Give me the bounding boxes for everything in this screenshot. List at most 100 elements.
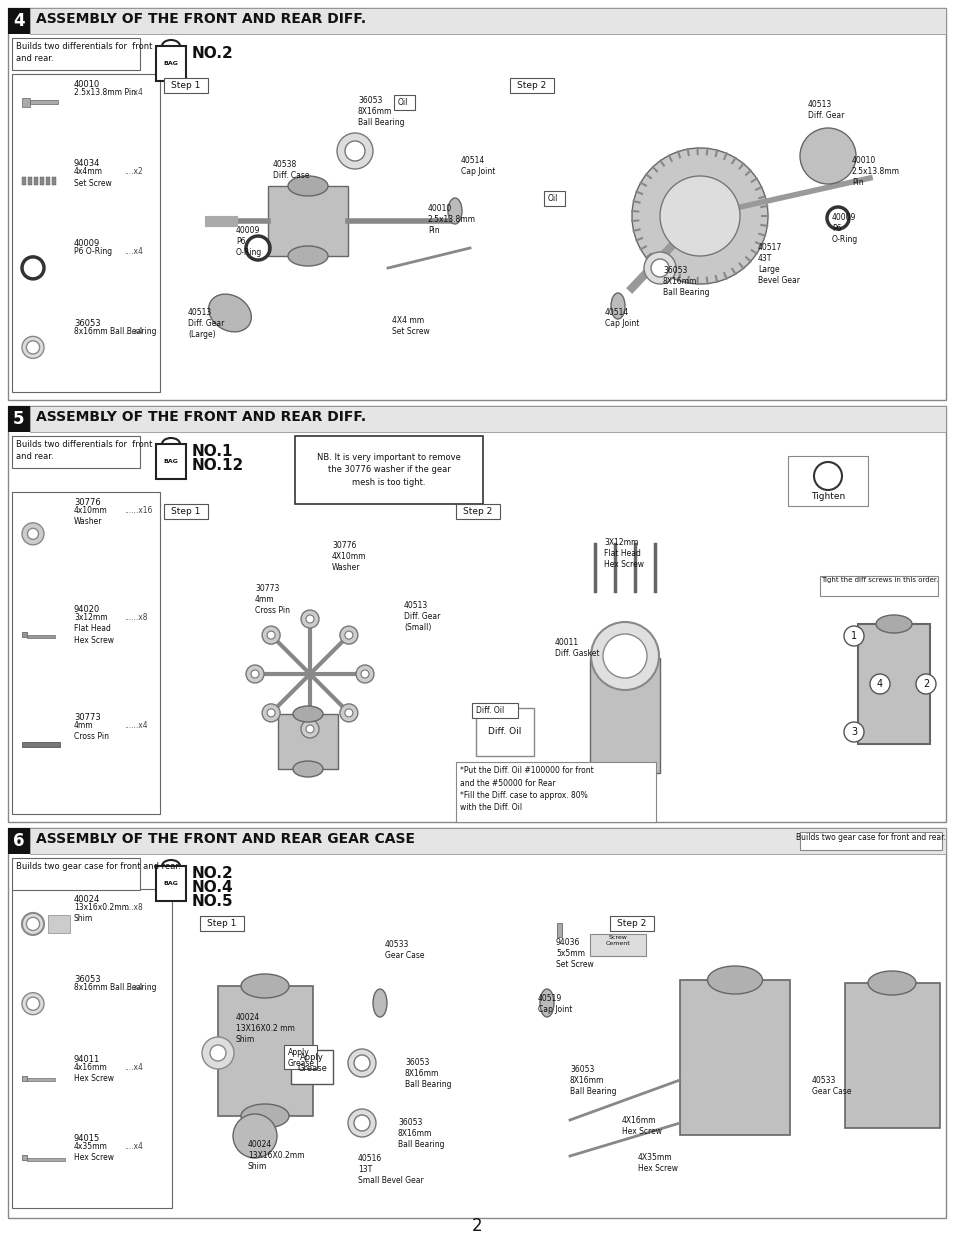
Text: 40010: 40010 xyxy=(74,80,100,89)
Text: NO.2: NO.2 xyxy=(192,46,233,61)
Text: 36053
8X16mm
Ball Bearing: 36053 8X16mm Ball Bearing xyxy=(397,1118,444,1150)
Bar xyxy=(28,178,32,185)
Circle shape xyxy=(345,141,365,161)
Circle shape xyxy=(301,720,318,739)
Text: Step 1: Step 1 xyxy=(172,82,200,90)
Bar xyxy=(8,406,945,823)
Text: Tight the diff screws in this order.: Tight the diff screws in this order. xyxy=(821,577,938,583)
Text: 8x16mm Ball Bearing: 8x16mm Ball Bearing xyxy=(74,326,156,336)
Text: 40514
Cap Joint: 40514 Cap Joint xyxy=(460,156,495,177)
Bar xyxy=(156,866,186,902)
Bar xyxy=(46,178,50,185)
Circle shape xyxy=(360,671,369,678)
Text: 3x12mm
Flat Head
Hex Screw: 3x12mm Flat Head Hex Screw xyxy=(74,614,113,645)
Bar xyxy=(200,916,244,931)
Bar xyxy=(156,46,186,82)
Circle shape xyxy=(306,615,314,622)
Ellipse shape xyxy=(241,974,289,998)
Circle shape xyxy=(306,725,314,734)
Text: 40517
43T
Large
Bevel Gear: 40517 43T Large Bevel Gear xyxy=(758,243,800,285)
Bar xyxy=(27,635,55,637)
Bar xyxy=(268,186,348,256)
Circle shape xyxy=(267,631,274,638)
Ellipse shape xyxy=(241,1104,289,1128)
Circle shape xyxy=(27,997,40,1010)
Text: Diff. Oil: Diff. Oil xyxy=(488,727,521,736)
Circle shape xyxy=(354,1055,370,1071)
Text: 4x4mm
Set Screw: 4x4mm Set Screw xyxy=(74,168,112,188)
Circle shape xyxy=(339,704,357,722)
Text: 40009
P6
O-Ring: 40009 P6 O-Ring xyxy=(235,226,262,257)
Text: 4mm
Cross Pin: 4mm Cross Pin xyxy=(74,721,109,741)
Bar xyxy=(48,915,70,932)
Circle shape xyxy=(233,1114,276,1158)
Text: 4: 4 xyxy=(13,12,25,30)
Text: 30776
4X10mm
Washer: 30776 4X10mm Washer xyxy=(332,541,366,572)
Text: ......x8: ......x8 xyxy=(124,614,148,622)
Bar xyxy=(30,827,945,853)
Ellipse shape xyxy=(607,764,641,782)
Text: Builds two differentials for  front
and rear.: Builds two differentials for front and r… xyxy=(16,440,152,461)
Ellipse shape xyxy=(610,293,624,319)
Text: Builds two gear case for front and rear.: Builds two gear case for front and rear. xyxy=(795,832,945,842)
Text: Screw
Cement: Screw Cement xyxy=(605,935,630,946)
Bar xyxy=(557,923,561,937)
Text: 2: 2 xyxy=(471,1216,482,1235)
Bar xyxy=(12,74,160,391)
Text: 36053
8X16mm
Ball Bearing: 36053 8X16mm Ball Bearing xyxy=(569,1065,616,1097)
Bar xyxy=(22,1076,27,1081)
Text: ......x16: ......x16 xyxy=(124,506,152,515)
Text: 36053
8X16mm
Ball Bearing: 36053 8X16mm Ball Bearing xyxy=(405,1058,451,1089)
Text: 30773: 30773 xyxy=(74,713,101,721)
Text: Diff. Oil: Diff. Oil xyxy=(476,706,504,715)
Circle shape xyxy=(915,674,935,694)
Text: ....x2: ....x2 xyxy=(124,168,143,177)
Circle shape xyxy=(339,626,357,645)
Circle shape xyxy=(602,634,646,678)
Text: 2.5x13.8mm Pin: 2.5x13.8mm Pin xyxy=(74,88,136,98)
Text: ASSEMBLY OF THE FRONT AND REAR GEAR CASE: ASSEMBLY OF THE FRONT AND REAR GEAR CASE xyxy=(36,832,415,846)
Bar xyxy=(164,78,208,93)
Circle shape xyxy=(22,993,44,1015)
Ellipse shape xyxy=(539,989,554,1016)
Text: ASSEMBLY OF THE FRONT AND REAR DIFF.: ASSEMBLY OF THE FRONT AND REAR DIFF. xyxy=(36,410,366,424)
Bar xyxy=(27,1078,55,1081)
Text: BAG: BAG xyxy=(163,459,178,464)
Text: 40513
Diff. Gear
(Small): 40513 Diff. Gear (Small) xyxy=(403,601,440,632)
Circle shape xyxy=(345,631,353,638)
Circle shape xyxy=(355,664,374,683)
Bar xyxy=(22,742,60,747)
Circle shape xyxy=(22,336,44,358)
Bar xyxy=(22,1156,27,1161)
Bar xyxy=(156,445,186,479)
Text: 40024
13X16X0.2mm
Shim: 40024 13X16X0.2mm Shim xyxy=(248,1140,304,1171)
Text: BAG: BAG xyxy=(163,881,178,885)
Ellipse shape xyxy=(707,966,761,994)
Bar xyxy=(12,38,140,70)
Bar xyxy=(8,827,30,853)
Bar xyxy=(12,436,140,468)
Text: 2: 2 xyxy=(922,679,928,689)
Text: ......x4: ......x4 xyxy=(124,721,148,730)
Text: ....x4: ....x4 xyxy=(124,88,143,98)
Text: NO.1: NO.1 xyxy=(192,445,233,459)
Text: 4: 4 xyxy=(876,679,882,689)
Bar xyxy=(589,934,645,956)
Text: Step 2: Step 2 xyxy=(517,82,546,90)
Text: Builds two gear case for front and rear.: Builds two gear case for front and rear. xyxy=(16,862,180,871)
Text: 13x16x0.2mm
Shim: 13x16x0.2mm Shim xyxy=(74,903,129,923)
Bar xyxy=(844,983,939,1128)
Bar xyxy=(394,95,415,110)
Text: 40514
Cap Joint: 40514 Cap Joint xyxy=(604,308,639,329)
Circle shape xyxy=(267,709,274,716)
Text: Step 2: Step 2 xyxy=(617,919,646,927)
Bar xyxy=(40,178,44,185)
Circle shape xyxy=(345,709,353,716)
Text: 94036
5x5mm
Set Screw: 94036 5x5mm Set Screw xyxy=(556,939,593,969)
Text: 30776: 30776 xyxy=(74,498,101,508)
Bar xyxy=(543,191,564,206)
Text: 40533
Gear Case: 40533 Gear Case xyxy=(385,940,424,960)
Text: 40533
Gear Case: 40533 Gear Case xyxy=(811,1076,851,1097)
Ellipse shape xyxy=(293,761,323,777)
Text: 36053
8X16mm
Ball Bearing: 36053 8X16mm Ball Bearing xyxy=(357,96,404,127)
